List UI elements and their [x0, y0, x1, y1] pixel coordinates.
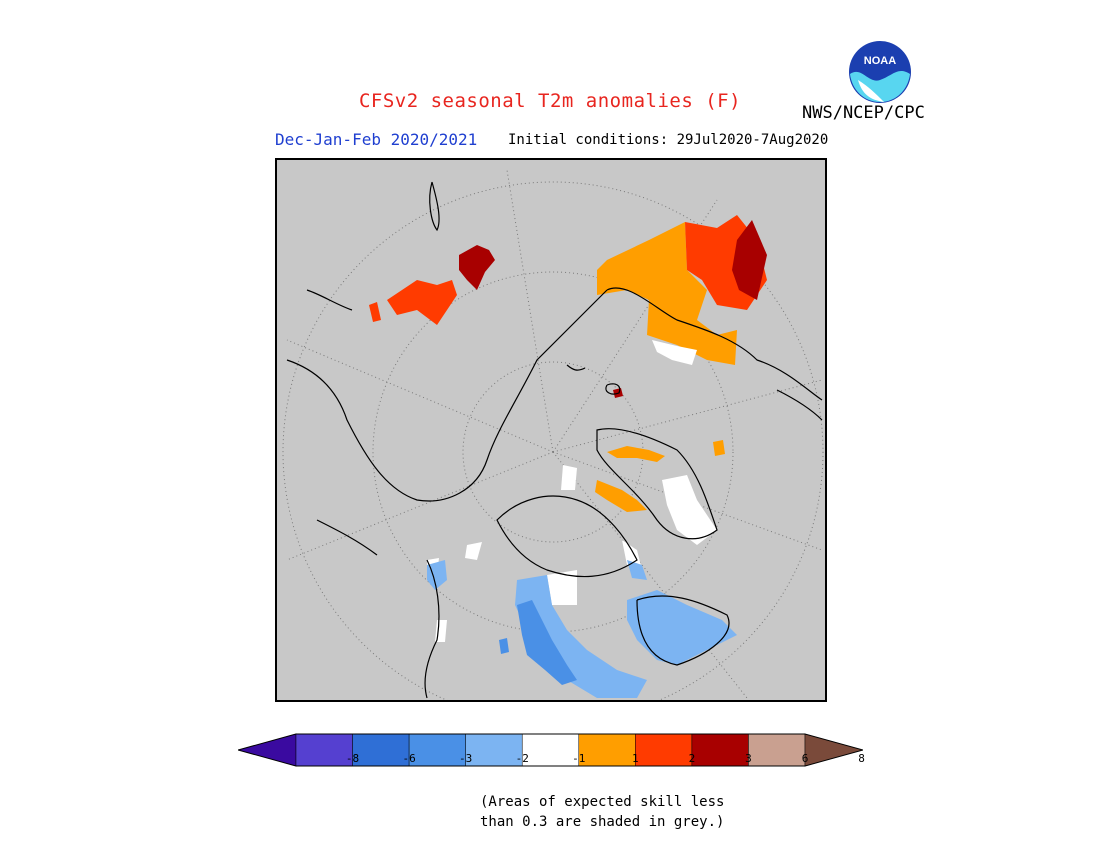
color-scale-tick-label: -3 [459, 752, 473, 765]
color-swatch [578, 733, 636, 767]
season-label: Dec-Jan-Feb 2020/2021 [275, 130, 478, 149]
anomaly-minus-2-to-3 [499, 600, 577, 685]
color-swatch [691, 733, 749, 767]
footnote-line-2: than 0.3 are shaded in grey.) [480, 814, 725, 830]
color-scale-tick-label: 6 [801, 752, 809, 765]
logo-text: NOAA [864, 55, 896, 67]
map-title: CFSv2 seasonal T2m anomalies (F) [358, 90, 742, 112]
color-scale-tick-label: 2 [688, 752, 696, 765]
footnote-line-1: (Areas of expected skill less [480, 794, 725, 810]
polar-map-svg [282, 169, 824, 700]
anomaly-map [275, 158, 827, 702]
initial-conditions-label: Initial conditions: 29Jul2020-7Aug2020 [508, 132, 829, 148]
color-scale-tick-label: -1 [572, 752, 586, 765]
agency-label: NWS/NCEP/CPC [802, 103, 925, 123]
color-scale-ticks: -8 -6 -3 -2 -1 1 2 3 6 8 [238, 752, 865, 766]
color-scale-tick-label: -2 [515, 752, 529, 765]
noaa-logo: NOAA [849, 41, 911, 103]
color-scale-tick-label: -8 [345, 752, 360, 765]
color-swatch [521, 733, 580, 767]
color-swatch [408, 733, 466, 767]
color-scale-tick-label: 8 [858, 752, 865, 765]
color-scale-tick-label: 1 [632, 752, 639, 765]
coastlines [286, 181, 823, 699]
color-swatch [352, 733, 410, 767]
anomaly-near-normal [427, 340, 717, 642]
color-scale-swatches [238, 733, 863, 767]
color-swatch [635, 733, 693, 767]
anomaly-plus-3-to-6 [459, 220, 767, 398]
color-scale-bar [238, 733, 863, 767]
anomaly-plus-2-to-3 [369, 215, 767, 325]
skill-footnote: (Areas of expected skill less than 0.3 a… [480, 792, 724, 832]
color-scale-tick-label: 3 [745, 752, 752, 765]
color-swatch [465, 733, 523, 767]
color-swatch-above-max [804, 733, 863, 767]
anomaly-minus-1-to-2 [427, 560, 737, 698]
color-scale-tick-label: -6 [402, 752, 416, 765]
